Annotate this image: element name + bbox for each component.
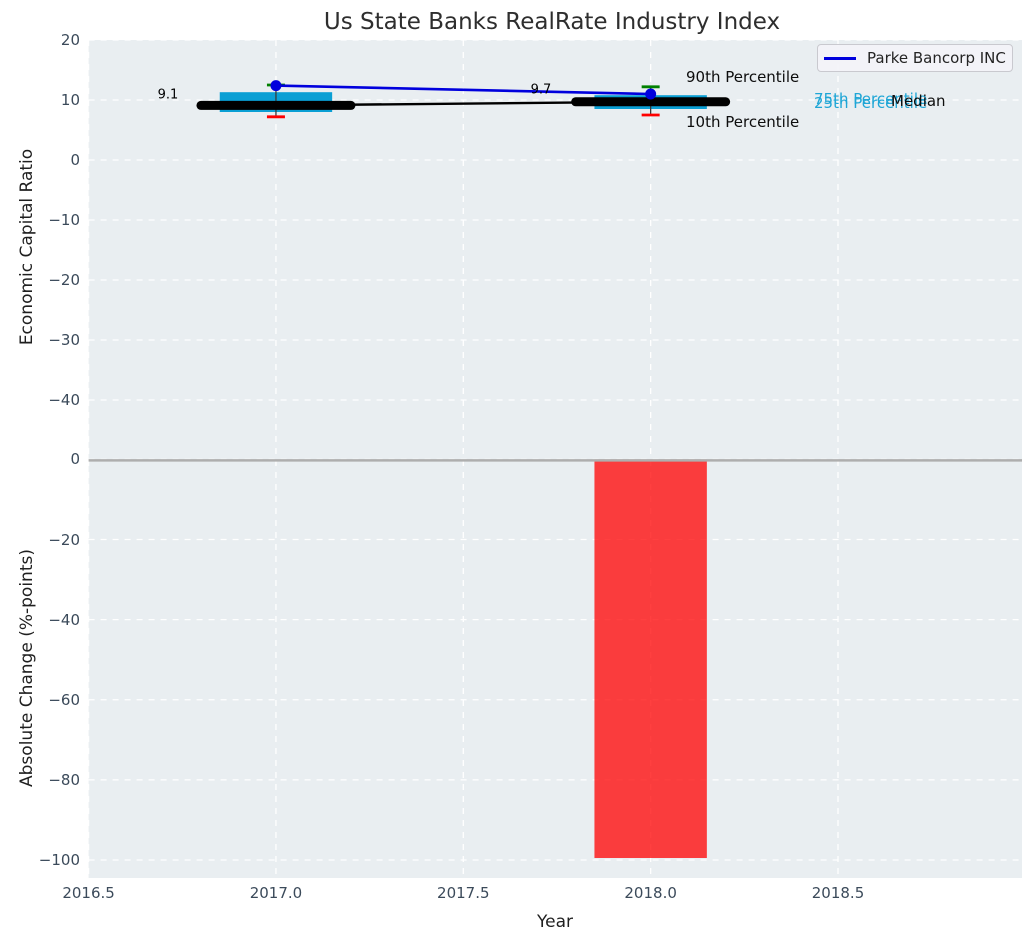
legend-label: Parke Bancorp INC bbox=[867, 49, 1006, 67]
x-tick-label: 2018.5 bbox=[811, 884, 865, 902]
bottom-y-tick-label: 0 bbox=[70, 450, 80, 469]
top-y-tick-label: 0 bbox=[70, 151, 80, 169]
parke-bancorp-point-2017 bbox=[270, 80, 282, 92]
x-tick-label: 2017.5 bbox=[437, 884, 490, 902]
parke-bancorp-line bbox=[275, 84, 651, 96]
top-y-tick-label: −30 bbox=[48, 331, 80, 349]
bottom-y-axis-label: Absolute Change (%-points) bbox=[17, 549, 37, 787]
top-y-tick-label: 20 bbox=[60, 31, 80, 49]
top-y-tick-label: 10 bbox=[60, 91, 80, 109]
parke-bancorp-point-2018 bbox=[645, 88, 657, 100]
annotation-25th-percentile: 25th Percentile bbox=[814, 94, 928, 112]
legend: Parke Bancorp INC bbox=[817, 44, 1013, 72]
bottom-y-tick-label: −20 bbox=[48, 530, 80, 549]
median-value-label-2018: 9.7 bbox=[530, 82, 552, 98]
annotation-10th-percentile: 10th Percentile bbox=[686, 113, 800, 131]
x-tick-label: 2017.0 bbox=[249, 884, 303, 902]
top-y-axis-label: Economic Capital Ratio bbox=[17, 148, 37, 346]
legend-line-sample bbox=[824, 56, 856, 60]
top-y-tick-label: −10 bbox=[48, 211, 80, 229]
bottom-y-tick-label: −40 bbox=[48, 610, 80, 629]
x-tick-label: 2018.0 bbox=[624, 884, 677, 902]
x-axis-label: Year bbox=[537, 912, 573, 932]
plot-background bbox=[88, 40, 1023, 878]
top-y-tick-label: −20 bbox=[48, 271, 80, 289]
x-tick-label: 2016.5 bbox=[62, 884, 115, 902]
annotation-median: Median bbox=[891, 92, 946, 110]
annotation-90th-percentile: 90th Percentile bbox=[686, 68, 800, 86]
chart-title: Us State Banks RealRate Industry Index bbox=[323, 9, 781, 35]
bottom-y-tick-label: −80 bbox=[48, 770, 80, 789]
bottom-y-tick-label: −60 bbox=[48, 690, 80, 709]
change-bar-2018 bbox=[594, 459, 707, 858]
median-value-label-2017: 9.1 bbox=[157, 87, 179, 103]
bottom-y-tick-label: −100 bbox=[38, 851, 80, 869]
top-y-tick-label: −40 bbox=[48, 391, 80, 409]
annotation-75th-percentile: 75th Percentile bbox=[814, 90, 928, 108]
